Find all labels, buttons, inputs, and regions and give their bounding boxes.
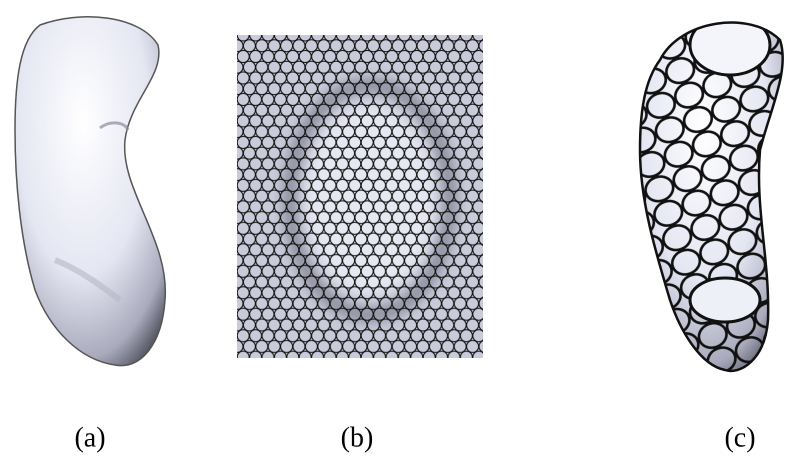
panel-b-grid [237, 35, 483, 358]
panel-a-shape [14, 16, 167, 367]
panel-label: (a) [74, 422, 105, 453]
panel-c-shape [638, 21, 784, 373]
panel-label: (b) [341, 422, 374, 453]
panel-label: (c) [724, 422, 755, 453]
